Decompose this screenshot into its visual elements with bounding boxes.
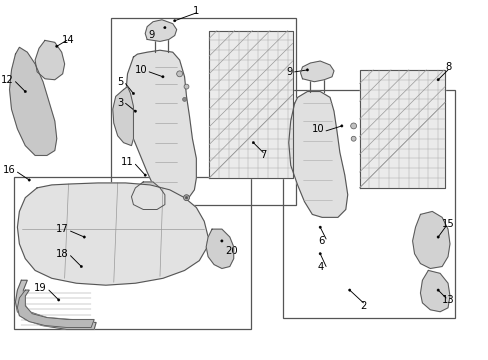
- Text: 20: 20: [225, 246, 238, 256]
- Circle shape: [318, 226, 321, 228]
- Polygon shape: [420, 270, 449, 312]
- Bar: [111, 18, 295, 204]
- Circle shape: [144, 174, 146, 176]
- Polygon shape: [113, 87, 133, 145]
- Text: 14: 14: [62, 35, 75, 45]
- Text: 4: 4: [317, 261, 324, 271]
- Bar: [14, 177, 251, 329]
- Polygon shape: [209, 31, 292, 178]
- Text: 9: 9: [148, 30, 155, 40]
- Circle shape: [24, 90, 26, 93]
- Polygon shape: [288, 91, 347, 217]
- Text: 8: 8: [444, 62, 450, 72]
- Polygon shape: [18, 183, 208, 285]
- Circle shape: [176, 71, 182, 77]
- Text: 10: 10: [134, 65, 147, 75]
- Circle shape: [436, 289, 438, 291]
- Text: 15: 15: [441, 219, 453, 229]
- Text: 16: 16: [3, 165, 16, 175]
- Text: 11: 11: [121, 157, 133, 167]
- Polygon shape: [16, 280, 96, 329]
- Circle shape: [220, 240, 223, 242]
- Polygon shape: [18, 290, 94, 328]
- Text: 9: 9: [285, 67, 292, 77]
- Polygon shape: [359, 70, 444, 188]
- Circle shape: [162, 76, 164, 78]
- Circle shape: [436, 78, 438, 81]
- Circle shape: [134, 110, 136, 112]
- Circle shape: [350, 123, 356, 129]
- Polygon shape: [300, 61, 333, 82]
- Text: 17: 17: [56, 224, 68, 234]
- Circle shape: [28, 179, 30, 181]
- Polygon shape: [206, 229, 233, 269]
- Polygon shape: [35, 40, 64, 80]
- Text: 10: 10: [311, 124, 324, 134]
- Circle shape: [185, 197, 187, 199]
- Text: 3: 3: [117, 98, 123, 108]
- Circle shape: [132, 92, 134, 95]
- Circle shape: [83, 236, 85, 238]
- Polygon shape: [145, 20, 176, 41]
- Text: 19: 19: [34, 283, 47, 293]
- Text: 1: 1: [193, 6, 199, 16]
- Text: 18: 18: [56, 249, 68, 259]
- Circle shape: [182, 98, 186, 102]
- Polygon shape: [412, 211, 449, 269]
- Circle shape: [80, 265, 82, 268]
- Circle shape: [348, 289, 350, 291]
- Text: 13: 13: [441, 295, 453, 305]
- Circle shape: [173, 19, 176, 22]
- Circle shape: [183, 84, 188, 89]
- Text: 6: 6: [317, 236, 324, 246]
- Circle shape: [436, 236, 438, 238]
- Text: 5: 5: [117, 77, 123, 87]
- Polygon shape: [125, 50, 196, 200]
- Polygon shape: [131, 182, 164, 210]
- Circle shape: [305, 69, 308, 71]
- Polygon shape: [10, 47, 57, 156]
- Circle shape: [183, 195, 189, 201]
- Bar: [282, 90, 454, 318]
- Circle shape: [252, 141, 254, 144]
- Circle shape: [350, 136, 355, 141]
- Circle shape: [56, 45, 58, 48]
- Circle shape: [340, 125, 342, 127]
- Text: 2: 2: [360, 301, 366, 311]
- Circle shape: [163, 26, 166, 29]
- Text: 7: 7: [260, 150, 266, 161]
- Circle shape: [58, 299, 60, 301]
- Text: 12: 12: [1, 75, 14, 85]
- Circle shape: [318, 253, 321, 255]
